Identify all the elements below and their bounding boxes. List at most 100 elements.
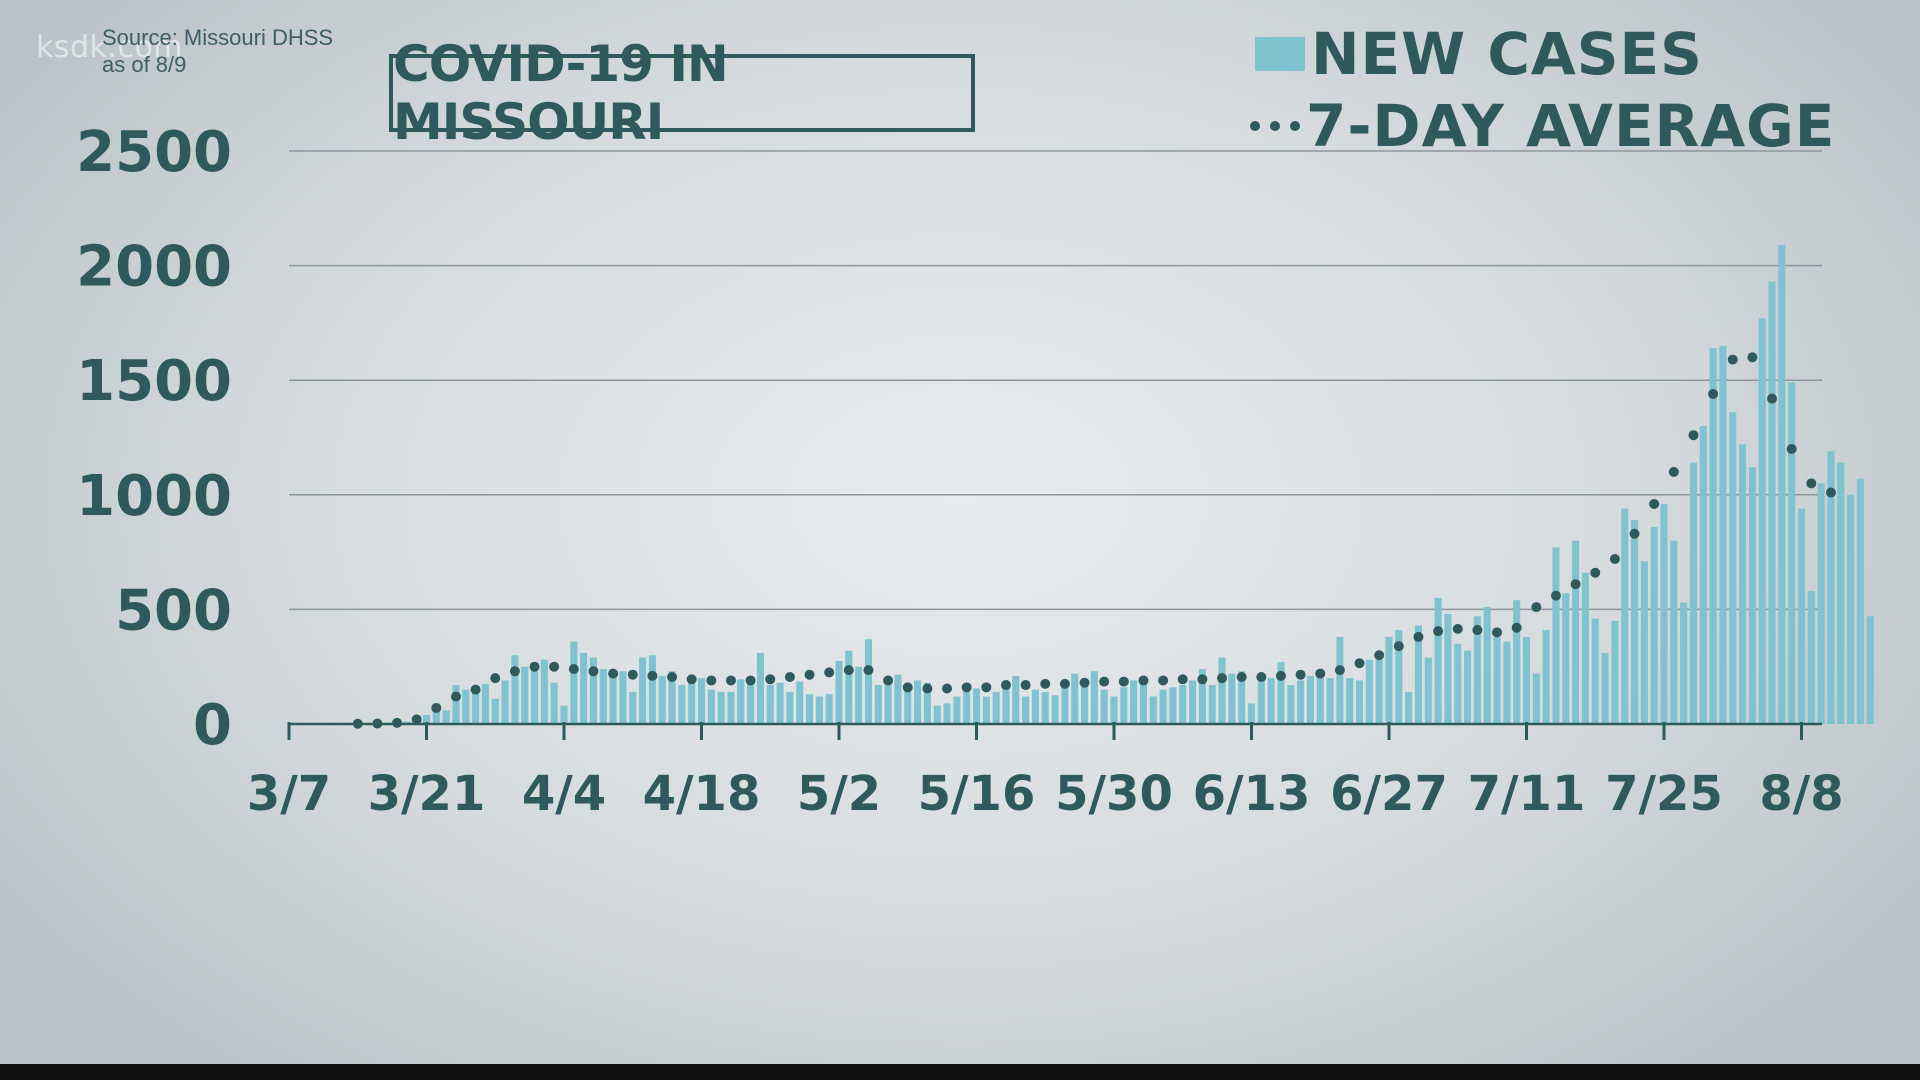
bar xyxy=(953,696,961,724)
x-tick-label: 3/7 xyxy=(247,766,331,822)
bar xyxy=(982,696,990,724)
average-dot xyxy=(961,682,972,693)
bar xyxy=(1847,494,1855,724)
bar xyxy=(462,689,470,724)
bar xyxy=(1709,348,1717,724)
average-dot xyxy=(1786,443,1797,454)
x-tick-label: 6/13 xyxy=(1193,766,1311,822)
bar xyxy=(1405,691,1413,724)
x-tick-label: 4/18 xyxy=(643,766,761,822)
bar xyxy=(1640,561,1648,724)
bar xyxy=(1532,673,1540,724)
bar xyxy=(491,698,499,724)
bar xyxy=(442,710,450,724)
average-dot xyxy=(1590,567,1601,578)
average-dot xyxy=(1492,627,1503,638)
bar xyxy=(1611,620,1619,724)
bar xyxy=(1277,662,1285,724)
x-tick-label: 5/30 xyxy=(1055,766,1173,822)
bar xyxy=(658,675,666,724)
source-note: Source: Missouri DHSS as of 8/9 xyxy=(102,24,333,78)
average-dot xyxy=(450,691,461,702)
average-dot xyxy=(1158,675,1169,686)
x-tick-label: 6/27 xyxy=(1330,766,1448,822)
bar xyxy=(560,705,568,724)
bar xyxy=(1434,597,1442,724)
bar xyxy=(639,657,647,724)
bar xyxy=(619,671,627,724)
average-dot xyxy=(1511,622,1522,633)
bar xyxy=(511,655,519,724)
average-dot xyxy=(1629,528,1640,539)
bar xyxy=(1719,345,1727,724)
average-dot xyxy=(1472,625,1483,636)
chart-title-box: COVID-19 IN MISSOURI xyxy=(389,35,975,151)
average-dot xyxy=(1708,388,1719,399)
bar xyxy=(1856,478,1864,724)
bar xyxy=(1454,643,1462,724)
legend-item-7-day-average: 7-DAY AVERAGE xyxy=(1250,92,1835,160)
bar xyxy=(1002,687,1010,724)
average-dot xyxy=(1531,602,1542,613)
average-dot xyxy=(627,669,638,680)
bar xyxy=(1336,636,1344,724)
watermark-logo: ksdk.com xyxy=(36,30,184,65)
bar xyxy=(422,714,431,724)
average-dot xyxy=(1806,478,1817,489)
average-dot xyxy=(588,666,599,677)
bar xyxy=(894,674,902,724)
bar xyxy=(845,650,853,724)
average-dot xyxy=(1570,579,1581,590)
average-dot xyxy=(1433,626,1444,637)
bar xyxy=(648,655,656,724)
legend-swatch-bar xyxy=(1255,37,1305,71)
bar xyxy=(1866,616,1874,724)
legend-label-new-cases: NEW CASES xyxy=(1311,20,1703,88)
average-dot xyxy=(647,670,658,681)
bar xyxy=(1503,641,1511,724)
bar xyxy=(707,689,715,724)
bar xyxy=(1601,652,1609,724)
average-dot xyxy=(509,666,520,677)
bar xyxy=(1748,467,1756,724)
bar xyxy=(1012,675,1020,724)
average-dot xyxy=(686,674,697,685)
bar xyxy=(1542,630,1550,724)
bar xyxy=(1365,659,1373,724)
bar xyxy=(1326,678,1334,724)
x-tick-label: 7/11 xyxy=(1468,766,1586,822)
bar xyxy=(1581,572,1589,724)
average-dot xyxy=(549,661,560,672)
average-dot xyxy=(1275,670,1286,681)
bar xyxy=(1827,451,1835,724)
bar xyxy=(1758,318,1766,724)
bar xyxy=(1670,540,1678,724)
average-dot xyxy=(745,675,756,686)
x-tick-label: 4/4 xyxy=(522,766,606,822)
y-tick-label: 500 xyxy=(115,578,232,643)
bar xyxy=(589,657,597,724)
bar xyxy=(1316,671,1324,724)
bar xyxy=(1149,696,1157,724)
bar xyxy=(943,703,951,724)
bar xyxy=(1788,382,1796,724)
average-dot xyxy=(470,684,481,695)
bar xyxy=(1090,671,1098,724)
bar xyxy=(1689,462,1697,724)
average-dot xyxy=(1354,658,1365,669)
average-dot xyxy=(392,717,403,728)
bar xyxy=(1041,691,1049,724)
bar xyxy=(825,694,833,724)
bar xyxy=(1464,650,1472,724)
bar xyxy=(1130,680,1138,724)
bar xyxy=(1346,678,1354,724)
y-tick-label: 0 xyxy=(193,693,232,758)
bar xyxy=(1483,607,1491,724)
average-dot xyxy=(490,673,501,684)
as-of-line: as of 8/9 xyxy=(102,52,187,77)
bar xyxy=(1031,689,1039,724)
bar xyxy=(1680,602,1688,724)
average-dot xyxy=(863,665,874,676)
average-dot xyxy=(804,669,815,680)
average-dot xyxy=(883,675,894,686)
